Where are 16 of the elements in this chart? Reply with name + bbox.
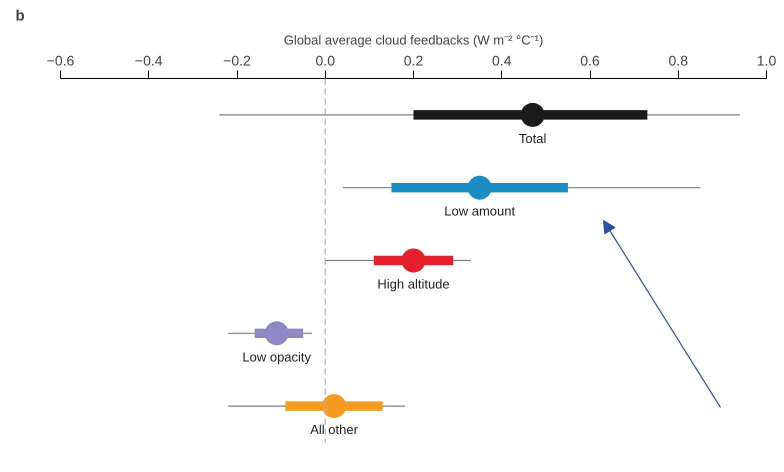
x-tick-label: 0.8: [668, 52, 688, 68]
x-tick-label: −0.6: [46, 52, 75, 68]
x-tick-label: 0.0: [316, 52, 336, 68]
y-tick-label: Low opacity: [242, 349, 312, 364]
x-tick-label: 0.4: [492, 52, 512, 68]
x-tick-label: 0.2: [404, 52, 424, 68]
x-axis-title: Global average cloud feedbacks (W m⁻² °C⁻¹): [284, 32, 544, 48]
y-tick-label: All other: [310, 422, 359, 438]
text: b: [16, 8, 25, 24]
y-tick-label: High altitude: [377, 276, 450, 292]
y-tick-label: Low amount: [444, 204, 516, 219]
x-tick-label: −0.4: [134, 52, 163, 68]
y-tick-label: Total: [518, 130, 546, 146]
x-tick-label: −0.2: [223, 52, 252, 68]
x-tick-label: 1.0: [756, 52, 776, 68]
x-tick-label: 0.6: [580, 52, 600, 68]
